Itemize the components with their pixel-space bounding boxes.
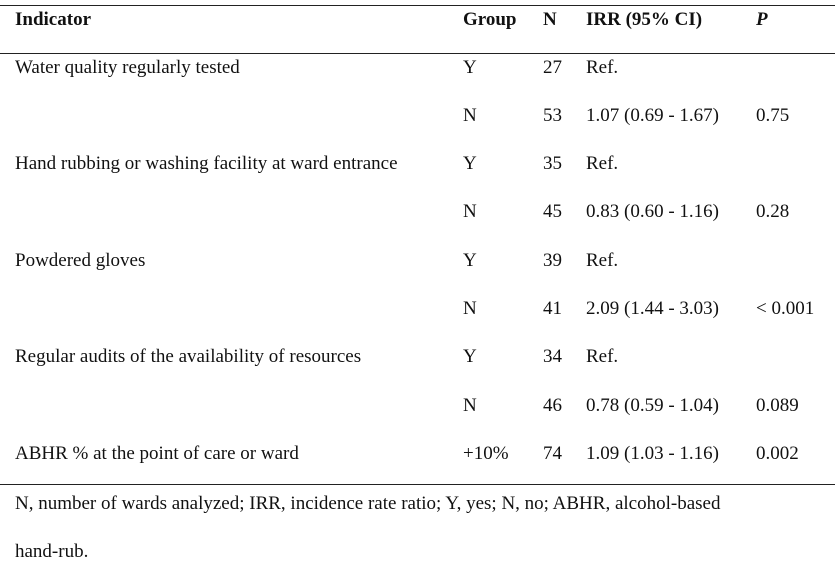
row-group: N [463,201,477,223]
row-irr: 1.07 (0.69 - 1.67) [586,105,719,127]
header-p: P [756,9,768,31]
row-n: 53 [543,105,562,127]
row-n: 27 [543,57,562,79]
rule-top [0,5,835,6]
row-p: 0.75 [756,105,789,127]
row-irr: Ref. [586,250,618,272]
row-irr: 2.09 (1.44 - 3.03) [586,298,719,320]
row-n: 46 [543,395,562,417]
row-n: 35 [543,153,562,175]
row-irr: 0.83 (0.60 - 1.16) [586,201,719,223]
row-p: 0.28 [756,201,789,223]
row-indicator: ABHR % at the point of care or ward [15,443,299,465]
header-irr: IRR (95% CI) [586,9,702,31]
row-n: 34 [543,346,562,368]
row-irr: Ref. [586,346,618,368]
row-indicator: Powdered gloves [15,250,145,272]
row-p: < 0.001 [756,298,814,320]
row-indicator: Water quality regularly tested [15,57,240,79]
rule-bottom [0,484,835,485]
rule-header [0,53,835,54]
row-group: Y [463,250,477,272]
row-irr: 1.09 (1.03 - 1.16) [586,443,719,465]
row-n: 41 [543,298,562,320]
row-irr: 0.78 (0.59 - 1.04) [586,395,719,417]
header-group: Group [463,9,517,31]
row-indicator: Regular audits of the availability of re… [15,346,361,368]
header-indicator: Indicator [15,9,91,31]
row-n: 45 [543,201,562,223]
row-n: 74 [543,443,562,465]
row-group: N [463,298,477,320]
row-group: +10% [463,443,509,465]
row-irr: Ref. [586,57,618,79]
row-group: Y [463,57,477,79]
footnote-line-2: hand-rub. [15,541,88,563]
footnote-line-1: N, number of wards analyzed; IRR, incide… [15,493,720,515]
row-n: 39 [543,250,562,272]
row-group: Y [463,153,477,175]
row-p: 0.002 [756,443,799,465]
row-group: N [463,105,477,127]
row-group: Y [463,346,477,368]
row-indicator: Hand rubbing or washing facility at ward… [15,153,398,175]
row-irr: Ref. [586,153,618,175]
row-p: 0.089 [756,395,799,417]
row-group: N [463,395,477,417]
header-n: N [543,9,557,31]
